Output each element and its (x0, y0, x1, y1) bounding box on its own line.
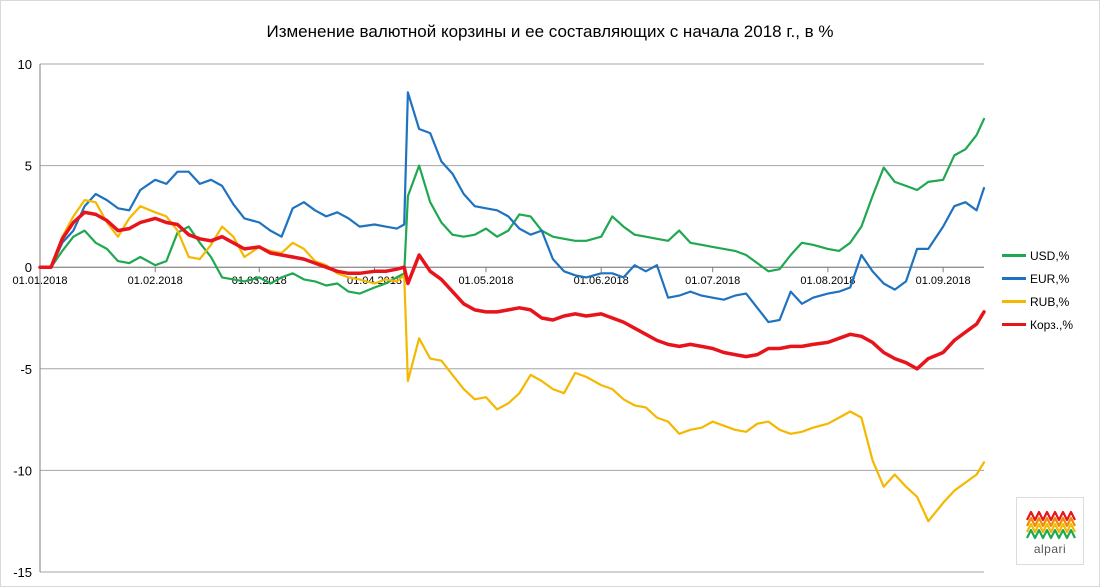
tick-labels: 10 5 0 -5 -10 -15 01.01.2018 01.02.2018 01.03.20… (12, 57, 970, 580)
x-tick-label: 01.01.2018 (12, 275, 67, 287)
y-tick-label: 10 (18, 57, 32, 72)
series-line-usd (38, 117, 986, 295)
legend-item-eur: EUR,% (1002, 267, 1073, 290)
legend-label-rub: RUB,% (1030, 294, 1070, 309)
axes (39, 64, 984, 572)
logo-chevron (1026, 528, 1076, 540)
x-tick-label: 01.02.2018 (128, 275, 183, 287)
series-lines (38, 91, 986, 523)
legend-label-basket: Корз.,% (1030, 317, 1074, 332)
logo-chevron (1026, 522, 1076, 534)
series-line-rub (38, 199, 986, 523)
legend-swatch-eur (1002, 277, 1026, 280)
y-tick-label: -5 (20, 362, 32, 377)
x-tick-label: 01.04.2018 (347, 275, 402, 287)
series-line-eur (38, 91, 986, 324)
alpari-logo-text: alpari (1033, 542, 1067, 556)
series-line-basket (38, 210, 986, 371)
legend-item-usd: USD,% (1002, 244, 1073, 267)
legend-item-rub: RUB,% (1002, 290, 1073, 313)
legend-swatch-basket (1002, 323, 1026, 326)
legend-label-usd: USD,% (1030, 248, 1070, 263)
x-tick-label: 01.07.2018 (685, 275, 740, 287)
logo-chevron (1026, 510, 1076, 522)
logo-chevron (1026, 516, 1076, 528)
x-tick-label: 01.05.2018 (458, 275, 513, 287)
y-tick-label: -10 (13, 463, 32, 478)
legend: USD,% EUR,% RUB,% Корз.,% (1002, 244, 1073, 336)
legend-swatch-rub (1002, 300, 1026, 303)
chart-title: Изменение валютной корзины и ее составля… (266, 22, 834, 41)
y-tick-label: 0 (25, 260, 32, 275)
gridlines (40, 63, 984, 573)
x-tick-label: 01.09.2018 (916, 275, 971, 287)
alpari-logo-icon (1026, 510, 1076, 540)
x-tick-label: 01.03.2018 (232, 275, 287, 287)
legend-label-eur: EUR,% (1030, 271, 1070, 286)
legend-swatch-usd (1002, 254, 1026, 257)
y-tick-label: 5 (25, 159, 32, 174)
x-tick-label: 01.08.2018 (800, 275, 855, 287)
alpari-logo: alpari (1016, 497, 1084, 565)
legend-item-basket: Корз.,% (1002, 313, 1073, 336)
y-tick-label: -15 (13, 565, 32, 580)
